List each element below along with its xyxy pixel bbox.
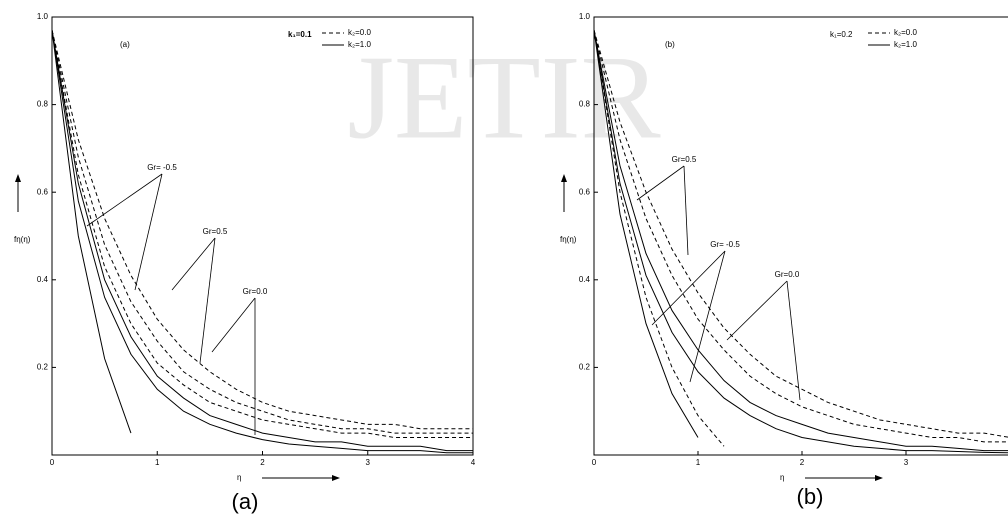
panel-label: (a): [232, 489, 259, 514]
annotation-pointer: [211, 297, 256, 353]
x-tick-label: 4: [471, 458, 476, 467]
annotation-pointer: [636, 165, 685, 201]
annotation-pointer: [134, 173, 163, 291]
x-tick-label: 0: [50, 458, 55, 467]
x-tick-label: 0: [592, 458, 597, 467]
annotation-pointer: [689, 250, 726, 383]
y-tick-label: 0.2: [37, 363, 49, 372]
legend-label: k₂=1.0: [894, 40, 917, 49]
curve: [51, 30, 132, 434]
y-tick-label: 0.6: [579, 187, 591, 196]
curve: [593, 30, 699, 438]
annotation-pointer: [199, 237, 216, 364]
parameter-label: k₁=0.1: [288, 30, 312, 39]
y-axis-arrowhead: [15, 174, 21, 182]
x-axis-label: η: [780, 473, 784, 482]
annotation-pointer: [651, 250, 726, 326]
curve: [593, 30, 1008, 438]
x-axis-arrowhead: [875, 475, 883, 481]
y-tick-label: 0.8: [37, 100, 49, 109]
curve: [593, 30, 1008, 452]
y-tick-label: 0.6: [37, 187, 49, 196]
y-axis-label: fη(η): [560, 235, 577, 244]
y-tick-label: 0.2: [579, 363, 591, 372]
x-tick-label: 2: [260, 458, 265, 467]
legend-label: k₂=1.0: [348, 40, 371, 49]
annotation: Gr= -0.5: [710, 240, 740, 249]
x-axis-label: η: [237, 473, 241, 482]
x-tick-label: 1: [696, 458, 701, 467]
legend-label: k₂=0.0: [348, 28, 371, 37]
annotation: Gr=0.5: [203, 227, 228, 236]
x-axis-arrowhead: [332, 475, 340, 481]
x-tick-label: 3: [904, 458, 909, 467]
y-axis-label: fη(η): [14, 235, 31, 244]
y-tick-label: 1.0: [579, 12, 591, 21]
annotation-pointer: [726, 280, 788, 341]
y-tick-label: 0.4: [579, 275, 591, 284]
annotation-pointer: [786, 280, 801, 401]
parameter-label: k₁=0.2: [830, 30, 853, 39]
legend-label: k₂=0.0: [894, 28, 917, 37]
annotation: Gr=0.5: [672, 155, 697, 164]
annotation-pointer: [86, 173, 163, 227]
curve: [51, 30, 473, 452]
annotation-pointer: [171, 237, 216, 291]
x-tick-label: 1: [155, 458, 160, 467]
y-tick-label: 1.0: [37, 12, 49, 21]
curve: [593, 30, 725, 447]
annotation: Gr=0.0: [775, 270, 800, 279]
annotation: Gr= -0.5: [147, 163, 177, 172]
curve: [593, 30, 1008, 443]
watermark: JETIR: [347, 31, 660, 164]
curve: [51, 30, 473, 454]
y-axis-arrowhead: [561, 174, 567, 182]
curve: [51, 30, 473, 434]
y-tick-label: 0.4: [37, 275, 49, 284]
inner-label: (b): [665, 40, 675, 49]
y-tick-label: 0.8: [579, 100, 591, 109]
panel-label: (b): [797, 484, 824, 509]
x-tick-label: 2: [800, 458, 805, 467]
annotation: Gr=0.0: [243, 287, 268, 296]
inner-label: (a): [120, 40, 130, 49]
curve: [51, 30, 473, 430]
annotation-pointer: [683, 165, 689, 256]
x-tick-label: 3: [366, 458, 371, 467]
